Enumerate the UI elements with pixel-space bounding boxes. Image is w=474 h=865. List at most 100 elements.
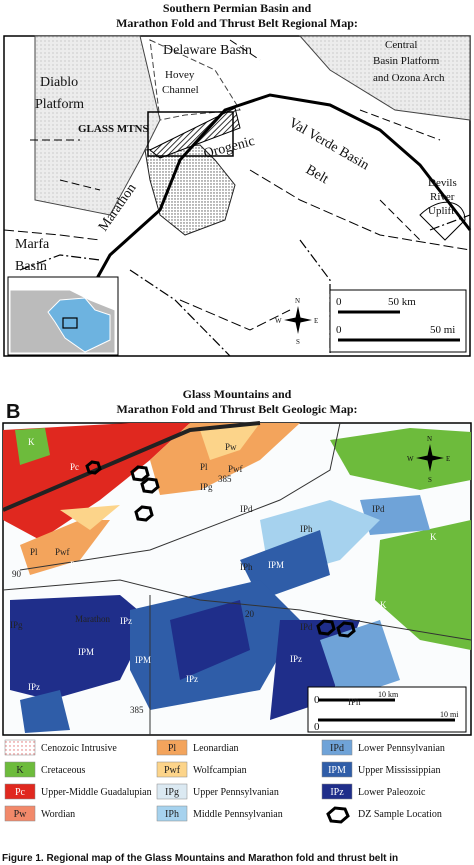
legend-swatch xyxy=(321,761,353,778)
map-labels: K Pc Pw Pl Pwf IPg IPd IPh IPh IPd IPM IPg IPz IPM IPM… xyxy=(10,437,437,715)
legend-swatch xyxy=(156,761,188,778)
legend-symbol: Pwf xyxy=(164,765,181,776)
map-label: Uplift xyxy=(428,205,454,217)
map-label: Basin Platform xyxy=(373,55,440,67)
map-label: Pl xyxy=(30,547,38,557)
panel-a-title: Southern Permian Basin and xyxy=(163,1,312,15)
compass-label: S xyxy=(296,338,300,346)
panel-a-title: Marathon Fold and Thrust Belt Regional M… xyxy=(116,16,358,30)
scale-label: 0 xyxy=(336,296,342,308)
map-label: IPz xyxy=(290,654,302,664)
compass-label: E xyxy=(314,317,318,325)
legend-symbol: IPg xyxy=(165,787,179,798)
legend-label: Wolfcampian xyxy=(193,765,247,776)
map-label: 20 xyxy=(245,609,255,619)
map-label: River xyxy=(430,191,455,203)
scale-label: 50 km xyxy=(388,296,416,308)
map-label: Hovey xyxy=(165,69,195,81)
legend-label: Middle Pennsylvanian xyxy=(193,809,283,820)
legend-label: Leonardian xyxy=(193,743,239,754)
map-label: GLASS MTNS xyxy=(78,123,149,135)
compass-label: N xyxy=(295,297,300,305)
map-label: IPg xyxy=(10,620,23,630)
legend-label: Wordian xyxy=(41,809,75,820)
inset-map xyxy=(7,276,119,356)
legend-symbol: Pw xyxy=(14,809,28,820)
panel-b-title: Marathon Fold and Thrust Belt Geologic M… xyxy=(116,402,357,416)
legend: Cenozoic Intrusive K Cretaceous Pc Upper-Mid… xyxy=(4,739,445,824)
map-label: IPh xyxy=(348,697,361,707)
geologic-map: N E S W xyxy=(2,421,472,736)
legend-label: Cenozoic Intrusive xyxy=(41,743,117,754)
map-label: Marfa xyxy=(15,237,50,252)
map-label: K xyxy=(28,437,35,447)
map-label: IPd xyxy=(300,622,313,632)
panel-letter: B xyxy=(6,401,20,423)
map-label: IPM xyxy=(135,655,151,665)
map-label: IPM xyxy=(78,647,94,657)
map-label: IPh xyxy=(300,524,313,534)
legend-symbol: IPd xyxy=(330,743,344,754)
map-label: Pc xyxy=(70,462,79,472)
legend-label: Lower Paleozoic xyxy=(358,787,426,798)
map-label: K xyxy=(430,532,437,542)
map-label: IPz xyxy=(120,616,132,626)
map-label: IPz xyxy=(186,674,198,684)
map-label: Marathon xyxy=(75,614,110,624)
panel-b-title: Glass Mountains and xyxy=(183,387,292,401)
legend-symbol: IPh xyxy=(165,809,179,820)
scale-label: 50 mi xyxy=(430,324,455,336)
map-label: Platform xyxy=(35,97,84,112)
map-label: IPz xyxy=(28,682,40,692)
legend-swatch xyxy=(321,783,353,800)
map-label: Delaware Basin xyxy=(163,43,252,58)
map-label: Pc xyxy=(70,560,79,570)
map-label: 385 xyxy=(218,474,232,484)
legend-swatch xyxy=(156,739,188,756)
map-label: IPd xyxy=(240,504,253,514)
legend-swatch xyxy=(4,805,36,822)
compass-label: E xyxy=(446,455,450,463)
legend-swatch xyxy=(4,739,36,756)
compass: N E S W xyxy=(407,435,450,484)
compass-label: N xyxy=(427,435,432,443)
legend-swatch xyxy=(4,761,36,778)
legend-label: Cretaceous xyxy=(41,765,86,776)
map-label: Channel xyxy=(162,84,199,96)
scale-label: 10 km xyxy=(378,690,399,699)
compass-label: S xyxy=(428,476,432,484)
compass-label: W xyxy=(275,317,282,325)
legend-label: DZ Sample Location xyxy=(358,809,442,820)
scale-label: 0 xyxy=(314,694,320,706)
legend-swatch xyxy=(321,739,353,756)
map-label: IPM xyxy=(268,560,284,570)
map-label: Pwf xyxy=(55,547,70,557)
map-label: 385 xyxy=(130,705,144,715)
scale-label: 0 xyxy=(336,324,342,336)
legend-swatch xyxy=(4,783,36,800)
compass-label: W xyxy=(407,455,414,463)
map-label: Devils xyxy=(428,177,457,189)
legend-symbol: K xyxy=(16,765,24,776)
legend-label: Upper Pennsylvanian xyxy=(193,787,279,798)
map-label: Pl xyxy=(200,462,208,472)
regional-map: N E S W xyxy=(3,35,472,357)
legend-symbol: IPM xyxy=(328,765,346,776)
compass: N E S W xyxy=(275,297,318,346)
map-label: and Ozona Arch xyxy=(373,72,445,84)
map-label: Central xyxy=(385,39,417,51)
legend-symbol: Pl xyxy=(168,743,177,754)
legend-swatch xyxy=(156,805,188,822)
legend-label: Upper-Middle Guadalupian xyxy=(41,787,152,798)
caption: Figure 1. Regional map of the Glass Moun… xyxy=(2,853,398,864)
map-label: IPh xyxy=(240,562,253,572)
map-label: K xyxy=(380,600,387,610)
map-label: IPg xyxy=(200,482,213,492)
scale-label: 10 mi xyxy=(440,710,459,719)
map-label: IPd xyxy=(372,504,385,514)
legend-symbol: Pc xyxy=(15,787,26,798)
map-label: Diablo xyxy=(40,75,78,90)
legend-swatch xyxy=(156,783,188,800)
